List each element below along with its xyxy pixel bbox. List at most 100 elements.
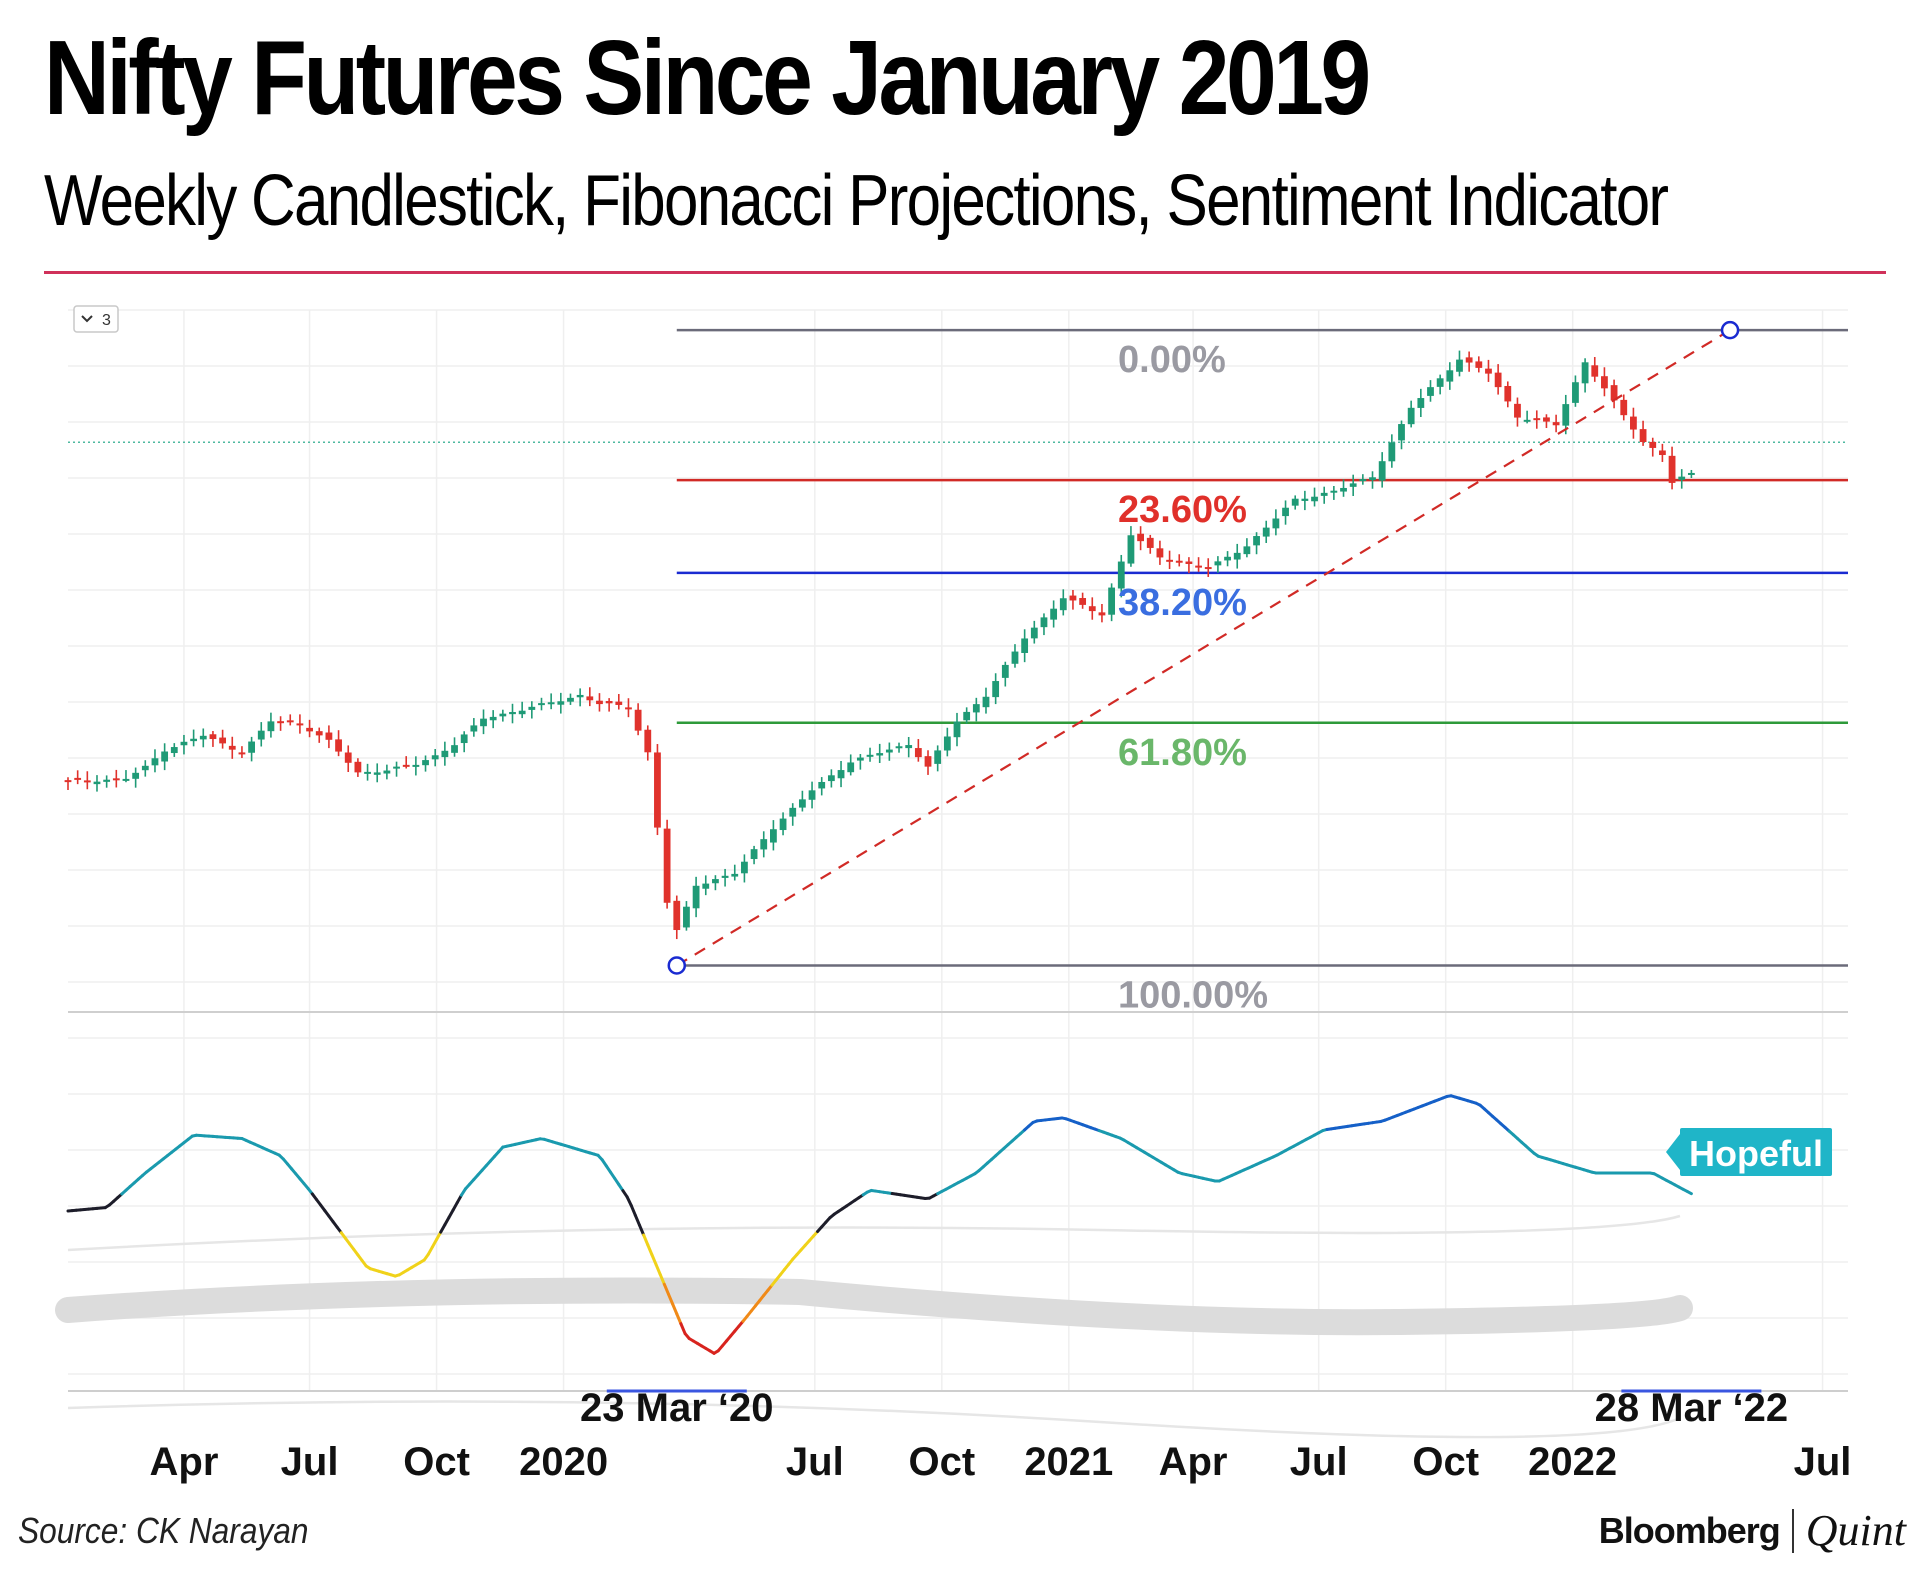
fib-level-label: 38.20% (1118, 582, 1247, 624)
candle-body (856, 757, 864, 761)
candle-body (1610, 385, 1618, 401)
candle-body (924, 756, 932, 767)
x-tick-label: Jul (281, 1440, 339, 1484)
candle-body (1001, 664, 1009, 678)
candle-body (673, 900, 681, 931)
candle-body (1465, 357, 1473, 363)
sentiment-segment (646, 1243, 654, 1257)
candle-body (180, 741, 188, 746)
candle-body (103, 779, 111, 782)
candle-body (1108, 587, 1116, 615)
candle-body (470, 725, 478, 732)
candle-body (1630, 416, 1637, 430)
candle-body (972, 704, 980, 713)
sentiment-segment (662, 1282, 670, 1296)
candle-body (576, 694, 584, 698)
candle-body (634, 709, 642, 731)
sentiment-segment (638, 1223, 646, 1237)
plot-background (68, 310, 1848, 1390)
candle-body (702, 883, 710, 889)
candle-body (383, 770, 391, 774)
candle-body (460, 734, 468, 744)
candle-body (1514, 403, 1521, 418)
candle-body (741, 861, 748, 874)
x-tick-label: Oct (908, 1440, 975, 1484)
fib-level-label: 23.60% (1118, 489, 1247, 531)
candle-body (1494, 372, 1502, 388)
candle-body (112, 778, 120, 781)
candle-body (1291, 498, 1299, 506)
candle-body (731, 873, 739, 877)
source-note: Source: CK Narayan (18, 1510, 309, 1551)
sentiment-badge: Hopeful (1666, 1128, 1832, 1176)
brand-secondary: Quint (1805, 1506, 1906, 1555)
interval-badge[interactable]: 3 (73, 305, 119, 333)
candle-body (518, 710, 526, 715)
sentiment-segment (679, 1322, 687, 1336)
fibonacci-labels: 0.00% 23.60% 38.20% 61.80% 100.00% (1118, 339, 1268, 1016)
trend-line-dashed (676, 329, 1731, 967)
candle-body (1175, 560, 1183, 563)
candle-body (538, 703, 545, 706)
candle-body (1311, 496, 1318, 502)
sentiment-segment (625, 1195, 633, 1207)
candle-body (712, 879, 719, 884)
candle-body (1504, 385, 1512, 402)
candle-body (1204, 567, 1212, 570)
candle-body (1030, 627, 1038, 639)
candle-body (248, 741, 255, 753)
candle-body (1243, 546, 1251, 555)
x-tick-label: Apr (150, 1440, 219, 1484)
candle-body (721, 875, 729, 878)
candle-body (431, 755, 439, 760)
candle-body (567, 697, 574, 702)
candle-body (1436, 378, 1444, 387)
candle-body (1591, 365, 1599, 377)
x-tick-label: 2022 (1528, 1440, 1617, 1484)
candle-body (1253, 536, 1260, 546)
candle-body (1475, 361, 1483, 368)
candle-body (1378, 461, 1386, 481)
candle-body (190, 738, 198, 742)
candle-body (141, 765, 149, 771)
candle-body (914, 748, 922, 758)
candle-body (1262, 527, 1270, 537)
candle-body (1349, 483, 1357, 487)
candle-body (509, 712, 516, 715)
fib-level-label: 0.00% (1118, 339, 1226, 381)
sentiment-segment (650, 1253, 658, 1267)
highlight-date-label: 28 Mar ‘22 (1595, 1386, 1788, 1430)
candle-body (132, 772, 140, 779)
sentiment-segment (666, 1292, 675, 1306)
sentiment-segment (658, 1272, 666, 1286)
chart-subtitle: Weekly Candlestick, Fibonacci Projection… (44, 161, 1669, 241)
chevron-down-icon (81, 315, 93, 323)
candle-body (74, 777, 82, 780)
sentiment-mid-band (55, 1277, 1693, 1336)
candle-body (441, 750, 449, 758)
candle-body (953, 721, 961, 738)
candle-body (315, 731, 323, 736)
candle-body (1687, 472, 1695, 475)
candle-body (1011, 651, 1019, 664)
candle-body (770, 829, 777, 843)
sentiment-line (66, 1094, 1693, 1355)
candle-body (306, 727, 313, 732)
fib-level-label: 100.00% (1118, 975, 1268, 1017)
candle-body (1059, 598, 1067, 611)
candle-body (64, 780, 72, 783)
trend-end-marker (1720, 320, 1740, 340)
candle-body (1456, 359, 1463, 372)
candle-body (934, 750, 942, 764)
candle-body (605, 701, 613, 704)
candle-body (1581, 362, 1589, 384)
candle-body (1233, 552, 1241, 560)
candle-body (1301, 498, 1309, 501)
sentiment-segment (633, 1213, 641, 1227)
candle-body (373, 772, 381, 775)
candle-body (586, 696, 594, 701)
candle-body (402, 764, 410, 767)
candle-body (1678, 476, 1686, 480)
candle-body (325, 732, 333, 740)
highlight-date-label: 23 Mar ‘20 (580, 1386, 773, 1430)
